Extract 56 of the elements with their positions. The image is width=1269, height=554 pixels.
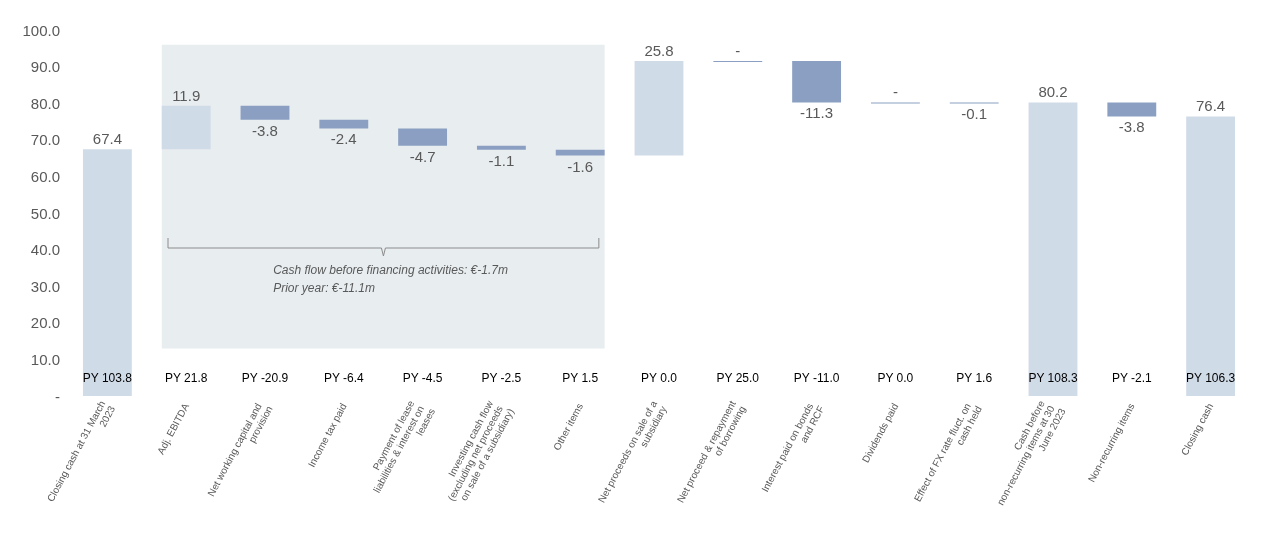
annotation: PY 0.0 (877, 371, 914, 385)
data-label: 25.8 (644, 42, 674, 60)
data-label: -11.3 (800, 104, 834, 122)
data-label: -0.1 (961, 105, 988, 123)
data-label: 76.4 (1196, 97, 1226, 115)
data-label: - (735, 42, 741, 60)
annotation: PY 21.8 (164, 371, 208, 385)
bar (476, 145, 526, 150)
y-tick-label: - (55, 387, 60, 405)
data-label: 80.2 (1038, 83, 1068, 101)
data-label: -1.1 (488, 151, 515, 169)
bar (555, 149, 605, 156)
data-label: - (892, 83, 898, 101)
annotation: PY 1.5 (562, 371, 599, 385)
bar (240, 105, 290, 120)
data-label: -3.8 (1118, 118, 1145, 136)
annotation: PY 1.6 (956, 371, 993, 385)
bar (82, 149, 132, 396)
annotation: PY -2.1 (1111, 371, 1153, 385)
annotation: PY 108.3 (1028, 371, 1078, 385)
bar (1186, 116, 1236, 396)
data-label: -4.7 (409, 147, 436, 165)
y-tick-label: 20.0 (30, 314, 60, 332)
annotation: PY -11.0 (793, 371, 840, 385)
annotation: Prior year: €-11.1m (273, 280, 376, 295)
data-label: -1.6 (567, 157, 594, 175)
annotation: PY -20.9 (241, 371, 289, 385)
annotation: Cash flow before financing activities: €-1.7m (273, 262, 508, 277)
data-label: -3.8 (252, 121, 278, 139)
annotation: PY 0.0 (641, 371, 678, 385)
data-label: 11.9 (172, 86, 201, 104)
bar (161, 105, 211, 150)
x-tick-label: Other items (551, 401, 586, 453)
bar (319, 119, 369, 129)
data-label: -2.4 (330, 130, 357, 148)
y-tick-label: 100.0 (22, 21, 60, 39)
annotation: PY -4.5 (402, 371, 443, 385)
annotation: PY 25.0 (716, 371, 760, 385)
bar (1107, 102, 1157, 117)
y-tick-label: 30.0 (30, 277, 60, 295)
bar (634, 61, 684, 156)
data-label: 67.4 (92, 130, 122, 148)
y-tick-label: 90.0 (30, 58, 60, 76)
bar (1028, 102, 1078, 396)
annotation: PY 106.3 (1186, 371, 1236, 385)
y-tick-label: 70.0 (30, 131, 60, 149)
annotation: PY -6.4 (323, 371, 365, 385)
y-tick-label: 80.0 (30, 94, 60, 112)
annotation: PY -2.5 (481, 371, 522, 385)
annotation: PY 103.8 (82, 371, 133, 385)
bar (398, 128, 448, 146)
bar (792, 61, 842, 103)
y-tick-label: 60.0 (30, 167, 60, 185)
y-tick-label: 10.0 (30, 350, 60, 368)
y-tick-label: 40.0 (30, 241, 60, 259)
y-tick-label: 50.0 (30, 204, 60, 222)
